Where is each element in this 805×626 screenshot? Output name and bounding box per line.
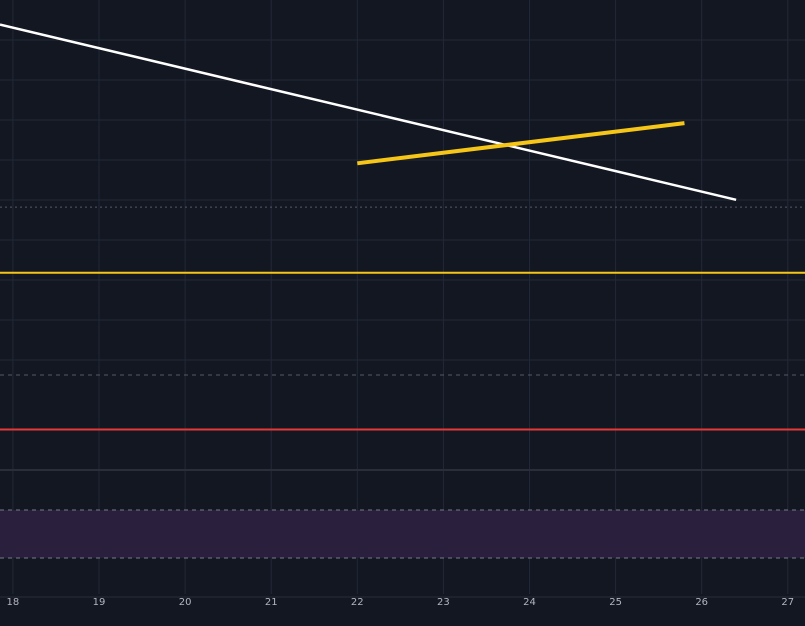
x-tick-label: 20 — [179, 597, 192, 608]
x-tick-label: 23 — [437, 597, 450, 608]
x-tick-label: 19 — [93, 597, 106, 608]
x-tick-label: 26 — [695, 597, 708, 608]
x-tick-label: 24 — [523, 597, 536, 608]
x-tick-label: 21 — [265, 597, 278, 608]
rsi-band — [0, 510, 805, 558]
yellow-trendline — [357, 121, 685, 166]
white-trendline — [0, 23, 737, 202]
x-tick-label: 18 — [7, 597, 20, 608]
x-tick-label: 27 — [781, 597, 794, 608]
x-tick-label: 25 — [609, 597, 622, 608]
x-tick-label: 22 — [351, 597, 364, 608]
